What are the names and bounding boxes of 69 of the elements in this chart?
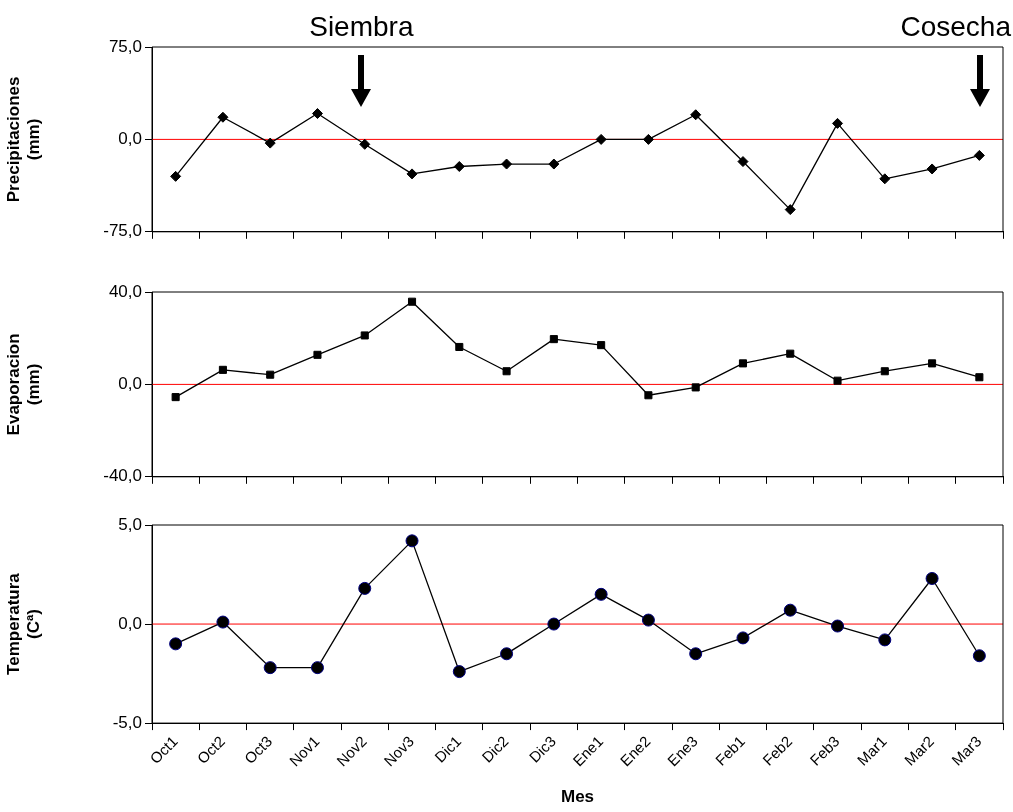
x-axis-title: Mes bbox=[560, 787, 595, 807]
point bbox=[972, 649, 986, 663]
point bbox=[783, 603, 797, 617]
point bbox=[218, 365, 227, 374]
point bbox=[597, 341, 606, 350]
point bbox=[833, 376, 842, 385]
point bbox=[642, 133, 654, 145]
point bbox=[216, 615, 230, 629]
point bbox=[831, 619, 845, 633]
point bbox=[594, 587, 608, 601]
point bbox=[311, 108, 323, 120]
point bbox=[455, 342, 464, 352]
point bbox=[925, 571, 939, 585]
y-axis-title: Temperatura (Cª) bbox=[3, 572, 44, 675]
point bbox=[880, 367, 889, 376]
point bbox=[500, 647, 514, 661]
point bbox=[549, 335, 558, 344]
point bbox=[690, 109, 702, 121]
point bbox=[691, 383, 700, 392]
text: Siembra bbox=[309, 10, 414, 42]
point bbox=[453, 161, 465, 172]
y-tick-label: -40,0 bbox=[103, 466, 142, 486]
y-axis-title: Precipitaciones (mm) bbox=[3, 76, 44, 203]
point bbox=[784, 204, 796, 216]
point bbox=[641, 613, 655, 627]
point bbox=[313, 350, 322, 359]
point bbox=[973, 149, 985, 161]
point bbox=[644, 391, 653, 400]
y-tick-label: 0,0 bbox=[118, 129, 142, 149]
y-tick-label: -5,0 bbox=[112, 712, 142, 732]
point bbox=[547, 617, 561, 631]
point bbox=[266, 370, 275, 379]
point bbox=[832, 117, 844, 129]
point bbox=[358, 581, 372, 595]
point bbox=[263, 661, 277, 675]
point bbox=[736, 631, 750, 645]
point bbox=[548, 158, 560, 170]
point bbox=[360, 331, 369, 340]
point bbox=[264, 137, 276, 149]
point bbox=[406, 168, 418, 180]
y-tick-label: 75,0 bbox=[108, 36, 142, 56]
point bbox=[737, 156, 749, 168]
point bbox=[407, 297, 417, 306]
point bbox=[310, 661, 324, 675]
point bbox=[786, 349, 795, 358]
point bbox=[502, 367, 511, 376]
text: Cosecha bbox=[900, 10, 1012, 42]
y-tick-label: 0,0 bbox=[118, 374, 142, 394]
point bbox=[171, 393, 180, 402]
point bbox=[689, 647, 703, 661]
y-tick-label: 40,0 bbox=[108, 281, 142, 301]
point bbox=[501, 158, 513, 170]
point bbox=[738, 359, 748, 368]
y-tick-label: -75,0 bbox=[103, 221, 142, 241]
point bbox=[926, 163, 938, 175]
point bbox=[359, 138, 371, 150]
point bbox=[878, 633, 892, 647]
y-tick-label: 5,0 bbox=[118, 514, 142, 534]
point bbox=[879, 173, 891, 185]
point bbox=[169, 637, 183, 651]
y-tick-label: 0,0 bbox=[118, 613, 142, 633]
point bbox=[170, 170, 182, 182]
point bbox=[217, 111, 229, 123]
point bbox=[452, 665, 466, 679]
point bbox=[595, 133, 607, 145]
point bbox=[975, 373, 984, 382]
point bbox=[928, 359, 937, 368]
y-axis-title: Evaporacion (mm) bbox=[3, 333, 44, 436]
point bbox=[405, 534, 419, 548]
